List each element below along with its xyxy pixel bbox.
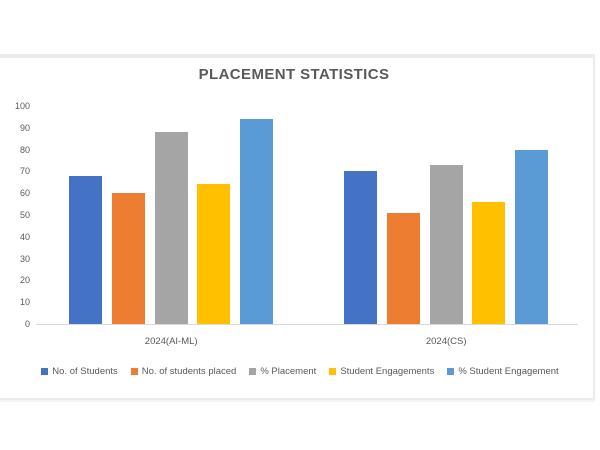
legend-label: % Student Engagement (458, 366, 559, 377)
legend-color-swatch-icon (41, 368, 49, 375)
bar-student-engagements-2024-cs- (472, 201, 506, 324)
legend-item: Student Engagements (329, 366, 434, 377)
bar-no-of-students-2024-cs- (344, 171, 378, 324)
legend-color-swatch-icon (249, 368, 257, 375)
legend-item: No. of students placed (130, 366, 237, 377)
y-axis-tick-label: 10 (19, 297, 30, 308)
legend-label: % Placement (260, 366, 317, 377)
chart-title: PLACEMENT STATISTICS (198, 66, 390, 83)
bar--student-engagement-2024-ai-ml- (240, 119, 274, 324)
legend-color-swatch-icon (130, 368, 138, 375)
y-axis-tick-label: 40 (19, 231, 30, 242)
legend-color-swatch-icon (447, 368, 455, 375)
y-axis-tick-label: 80 (19, 144, 30, 155)
y-axis-tick-label: 0 (24, 319, 30, 329)
legend-item: No. of Students (41, 366, 118, 377)
x-axis-category-label: 2024(AI-ML) (144, 336, 198, 347)
y-axis-tick-label: 70 (19, 166, 30, 177)
bar-no-of-students-placed-2024-cs- (387, 212, 420, 324)
plot-area (36, 106, 578, 324)
bar-no-of-students-2024-ai-ml- (69, 175, 103, 324)
y-axis-tick-label: 60 (19, 188, 30, 199)
y-axis-tick-label: 30 (19, 253, 30, 264)
bar-no-of-students-placed-2024-ai-ml- (112, 193, 145, 324)
legend-label: Student Engagements (340, 366, 435, 377)
bar-student-engagements-2024-ai-ml- (197, 184, 231, 324)
y-axis-tick-label: 100 (14, 101, 30, 111)
bar--student-engagement-2024-cs- (515, 149, 549, 324)
bar--placement-2024-cs- (429, 164, 463, 324)
chart-legend: No. of Students No. of students placed % P… (0, 366, 600, 377)
x-axis-line (36, 324, 578, 325)
legend-item: % Placement (249, 366, 316, 377)
y-axis-tick-label: 50 (19, 210, 30, 220)
y-axis-tick-label: 20 (19, 275, 30, 286)
legend-label: No. of Students (52, 366, 118, 377)
bar--placement-2024-ai-ml- (154, 132, 188, 324)
y-axis-tick-label: 90 (19, 122, 30, 133)
legend-color-swatch-icon (329, 368, 337, 375)
legend-item: % Student Engagement (447, 366, 559, 377)
legend-label: No. of students placed (141, 366, 237, 377)
x-axis-category-label: 2024(CS) (425, 336, 467, 347)
